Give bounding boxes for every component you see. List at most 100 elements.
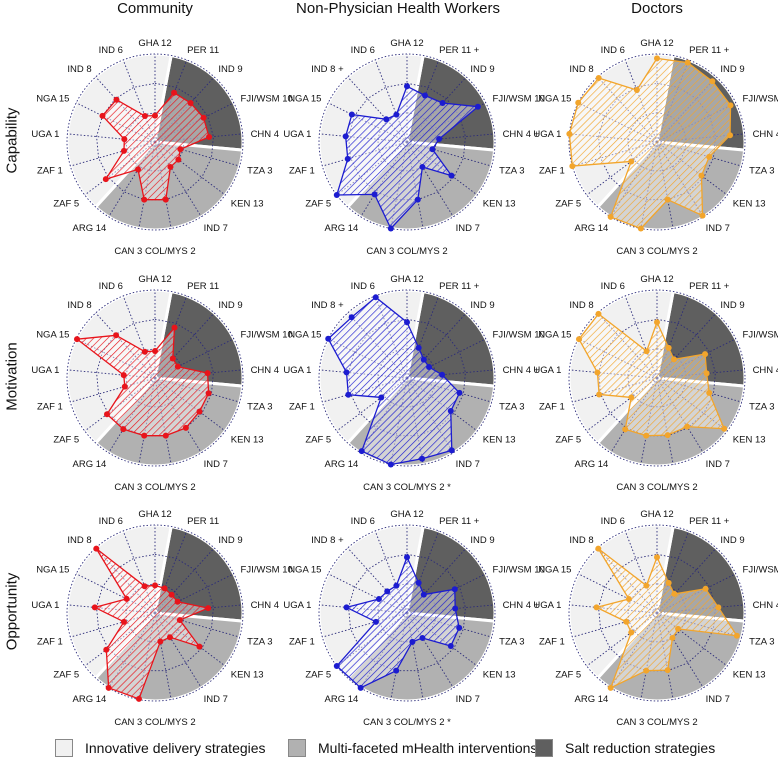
data-point-fji-wsm-10 [474,103,481,110]
data-point-ind-9 [420,591,427,598]
axis-label: IND 8 [67,535,91,546]
data-point-zaf-5 [104,411,111,418]
data-point-gha-12 [152,348,158,355]
data-point-ind-6 [393,111,400,118]
axis-label: KEN 13 [231,434,264,445]
data-point-chn-4 [703,370,710,377]
data-point-ken-13 [448,172,455,179]
data-point-nga-15 [123,595,130,602]
axis-label: CHN 4 [251,365,280,376]
axis-label: FJI/WSM 10 [743,93,778,104]
data-point-col-mys-2 [664,196,671,203]
axis-label: IND 7 [456,459,480,470]
axis-label: TZA 3 [247,636,272,647]
data-point-uga-1 [594,369,601,376]
axis-label: IND 6 [351,281,375,292]
data-point-nga-15 [99,112,106,119]
axis-label: ZAF 5 [555,669,581,680]
axis-label: IND 8 + [311,64,344,75]
axis-label: FJI/WSM 10 [493,93,545,104]
axis-label: UGA 1 [31,129,59,140]
axis-label: IND 6 [351,516,375,527]
data-point-col-mys-2 [162,432,169,439]
data-point-per-11 [684,59,691,66]
axis-label: NGA 15 [36,93,69,104]
axis-label: KEN 13 [231,669,264,680]
axis-label: ARG 14 [575,694,609,705]
data-point-gha-12 [654,554,660,561]
axis-label: GHA 12 [138,274,171,285]
data-point-nga-15 [625,596,632,603]
data-point-zaf-1 [623,618,630,625]
axis-label: IND 6 [99,516,123,527]
axis-label: NGA 15 [36,329,69,340]
data-point-ind-6 [643,348,650,355]
axis-label: CHN 4 + [753,129,778,140]
axis-label: ZAF 1 [539,401,565,412]
data-point-ind-6 [141,348,148,355]
axis-label: IND 8 [67,300,91,311]
data-point-per-11 [422,92,429,99]
axis-label: PER 11 + [689,516,730,527]
data-point-nga-15 [576,336,583,343]
data-point-ind-7 [166,634,173,641]
axis-label: UGA 1 [533,129,561,140]
data-point-arg-14 [622,426,629,433]
axis-label: IND 6 [99,281,123,292]
data-point-ind-9 [671,590,678,597]
axis-label: IND 9 [470,64,494,75]
axis-label: UGA 1 [283,129,311,140]
legend-item-salt-reduction: Salt reduction strategies [535,738,715,758]
axis-label: PER 11 [187,281,219,292]
axis-label: NGA 15 [538,329,571,340]
axis-label: IND 7 [204,223,228,234]
axis-label: IND 8 + [311,300,344,311]
axis-label: FJI/WSM 10 [241,329,293,340]
axis-label: CHN 4 + [753,365,778,376]
axis-label: IND 7 [706,223,730,234]
axis-label: GHA 12 [390,509,423,520]
data-point-zaf-5 [333,192,340,199]
axis-label: KEN 13 [483,669,516,680]
axis-label: IND 9 [720,64,744,75]
axis-label: ZAF 1 [539,165,565,176]
axis-label: IND 8 + [311,535,344,546]
radar-chart-non-physician-health-workers-motivation: GHA 12 PER 11 + IND 9 FJI/WSM 10 CHN 4 + TZA … [283,274,544,493]
axis-label: ARG 14 [325,223,359,234]
axis-label: FJI/WSM 10 [743,329,778,340]
data-point-ind-6 [643,582,650,589]
data-point-zaf-5 [333,663,340,670]
data-point-can-3 [135,695,142,702]
data-point-tza-3 [706,389,713,396]
axis-label: ZAF 1 [289,165,315,176]
axis-label: ZAF 1 [37,636,63,647]
axis-label: PER 11 + [689,45,730,56]
axis-label: TZA 3 [749,636,774,647]
data-point-per-11 [171,89,178,96]
axis-label-bottom: CAN 3 COL/MYS 2 * [363,482,451,493]
data-point-tza-3 [706,153,713,160]
axis-label: IND 8 [569,300,593,311]
data-point-fji-wsm-10 [174,363,181,370]
data-point-uga-1 [566,130,573,137]
axis-label: GHA 12 [640,38,673,49]
radar-chart-doctors-motivation: GHA 12 PER 11 + IND 9 FJI/WSM 10 CHN 4 + TZA … [533,274,778,493]
legend-swatch-dark [535,739,553,757]
data-point-per-11 [665,579,672,586]
column-title-doctors: Doctors [631,0,683,17]
axis-label: GHA 12 [390,38,423,49]
axis-label: ZAF 5 [305,669,331,680]
data-point-nga-15 [575,99,582,106]
data-point-col-mys-2 [414,196,421,203]
data-point-chn-4 [205,605,212,612]
data-point-ind-8 [113,96,120,103]
axis-label: IND 7 [706,459,730,470]
data-point-arg-14 [358,448,365,455]
data-point-uga-1 [593,604,600,611]
axis-label: KEN 13 [483,198,516,209]
data-point-tza-3 [733,632,740,639]
data-point-arg-14 [371,191,378,198]
axis-label: KEN 13 [733,669,766,680]
axis-label: IND 8 [569,535,593,546]
axis-label: ARG 14 [325,459,359,470]
